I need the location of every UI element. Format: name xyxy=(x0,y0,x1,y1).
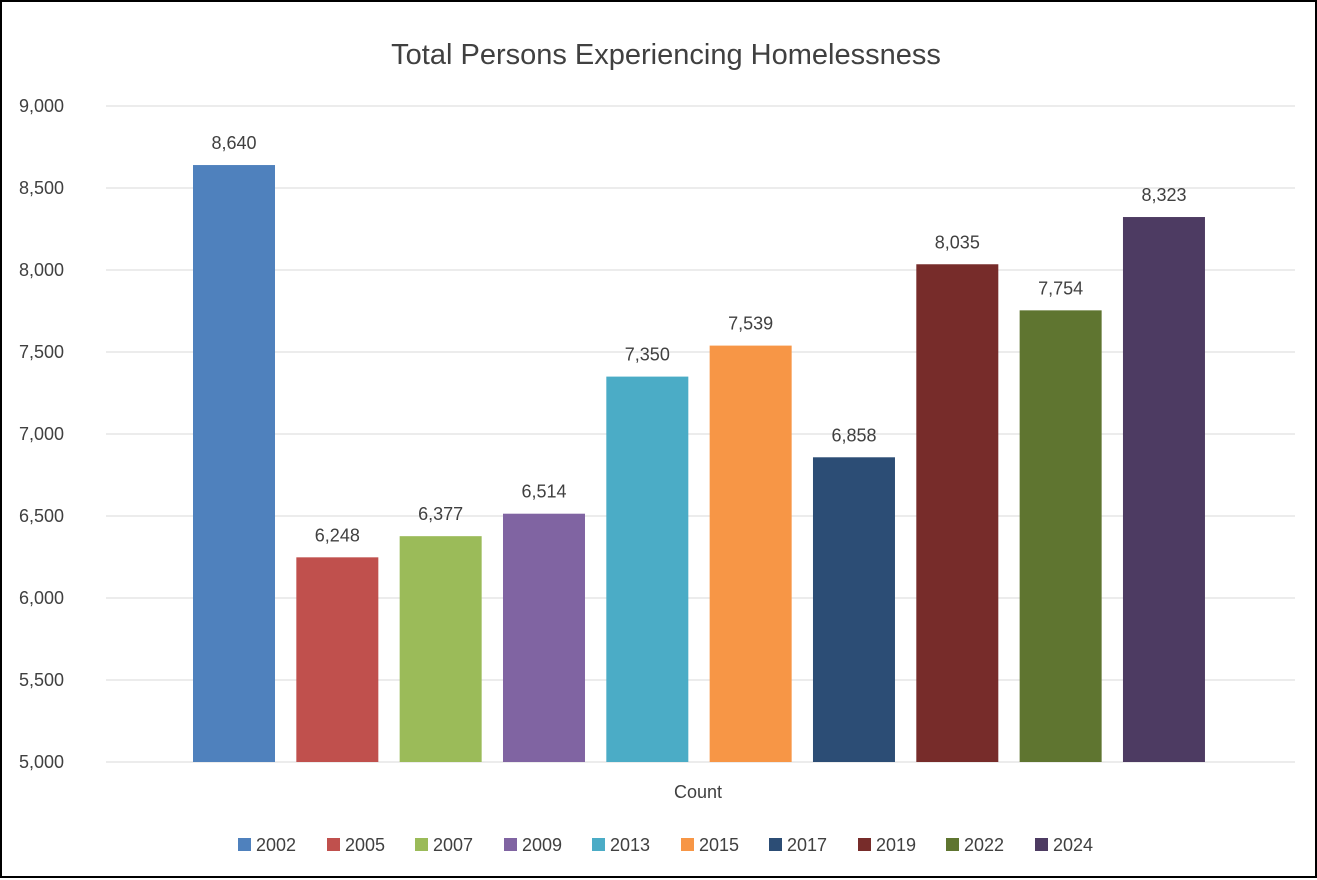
legend-label-2022: 2022 xyxy=(964,835,1004,855)
legend-label-2013: 2013 xyxy=(610,835,650,855)
data-label-2022: 7,754 xyxy=(1038,278,1083,298)
y-tick-label: 5,500 xyxy=(19,670,64,690)
y-axis-ticks: 5,000 5,500 6,000 6,500 7,000 7,500 8,000 8,500… xyxy=(19,96,64,772)
legend-label-2019: 2019 xyxy=(876,835,916,855)
bar-2017 xyxy=(812,457,895,762)
bar-2005 xyxy=(296,557,379,762)
data-label-2005: 6,248 xyxy=(315,525,360,545)
legend-swatch-2015 xyxy=(681,838,694,851)
legend-label-2024: 2024 xyxy=(1053,835,1093,855)
data-label-2017: 6,858 xyxy=(831,425,876,445)
data-label-2002: 8,640 xyxy=(211,133,256,153)
y-tick-label: 7,000 xyxy=(19,424,64,444)
y-tick-label: 5,000 xyxy=(19,752,64,772)
legend-swatch-2019 xyxy=(858,838,871,851)
legend-swatch-2017 xyxy=(769,838,782,851)
legend-swatch-2002 xyxy=(238,838,251,851)
legend-swatch-2009 xyxy=(504,838,517,851)
y-tick-label: 9,000 xyxy=(19,96,64,116)
data-labels: 8,640 6,248 6,377 6,514 7,350 7,539 6,858 8,035… xyxy=(211,133,1186,545)
y-tick-label: 6,000 xyxy=(19,588,64,608)
data-label-2019: 8,035 xyxy=(935,232,980,252)
legend-label-2005: 2005 xyxy=(345,835,385,855)
legend-swatch-2022 xyxy=(946,838,959,851)
legend: 2002 2005 2007 2009 2013 2015 2017 2019 2022 2024 xyxy=(238,835,1093,855)
bar-2009 xyxy=(502,513,585,762)
data-label-2015: 7,539 xyxy=(728,314,773,334)
bar-2024 xyxy=(1122,217,1205,762)
legend-label-2009: 2009 xyxy=(522,835,562,855)
legend-label-2017: 2017 xyxy=(787,835,827,855)
legend-label-2015: 2015 xyxy=(699,835,739,855)
data-label-2013: 7,350 xyxy=(625,345,670,365)
legend-label-2002: 2002 xyxy=(256,835,296,855)
x-category-label: Count xyxy=(674,782,722,802)
legend-swatch-2013 xyxy=(592,838,605,851)
bar-2007 xyxy=(399,536,482,762)
bar-2015 xyxy=(709,345,792,762)
chart-title: Total Persons Experiencing Homelessness xyxy=(391,39,941,71)
bars xyxy=(193,165,1205,763)
legend-swatch-2007 xyxy=(415,838,428,851)
bar-2019 xyxy=(916,264,999,762)
gridlines xyxy=(106,105,1295,763)
legend-swatch-2024 xyxy=(1035,838,1048,851)
data-label-2009: 6,514 xyxy=(521,482,566,502)
bar-2022 xyxy=(1019,310,1102,762)
legend-label-2007: 2007 xyxy=(433,835,473,855)
y-tick-label: 8,000 xyxy=(19,260,64,280)
y-tick-label: 7,500 xyxy=(19,342,64,362)
data-label-2024: 8,323 xyxy=(1141,185,1186,205)
legend-swatch-2005 xyxy=(327,838,340,851)
data-label-2007: 6,377 xyxy=(418,504,463,524)
bar-2013 xyxy=(606,376,689,762)
y-tick-label: 6,500 xyxy=(19,506,64,526)
bar-2002 xyxy=(193,165,275,763)
y-tick-label: 8,500 xyxy=(19,178,64,198)
